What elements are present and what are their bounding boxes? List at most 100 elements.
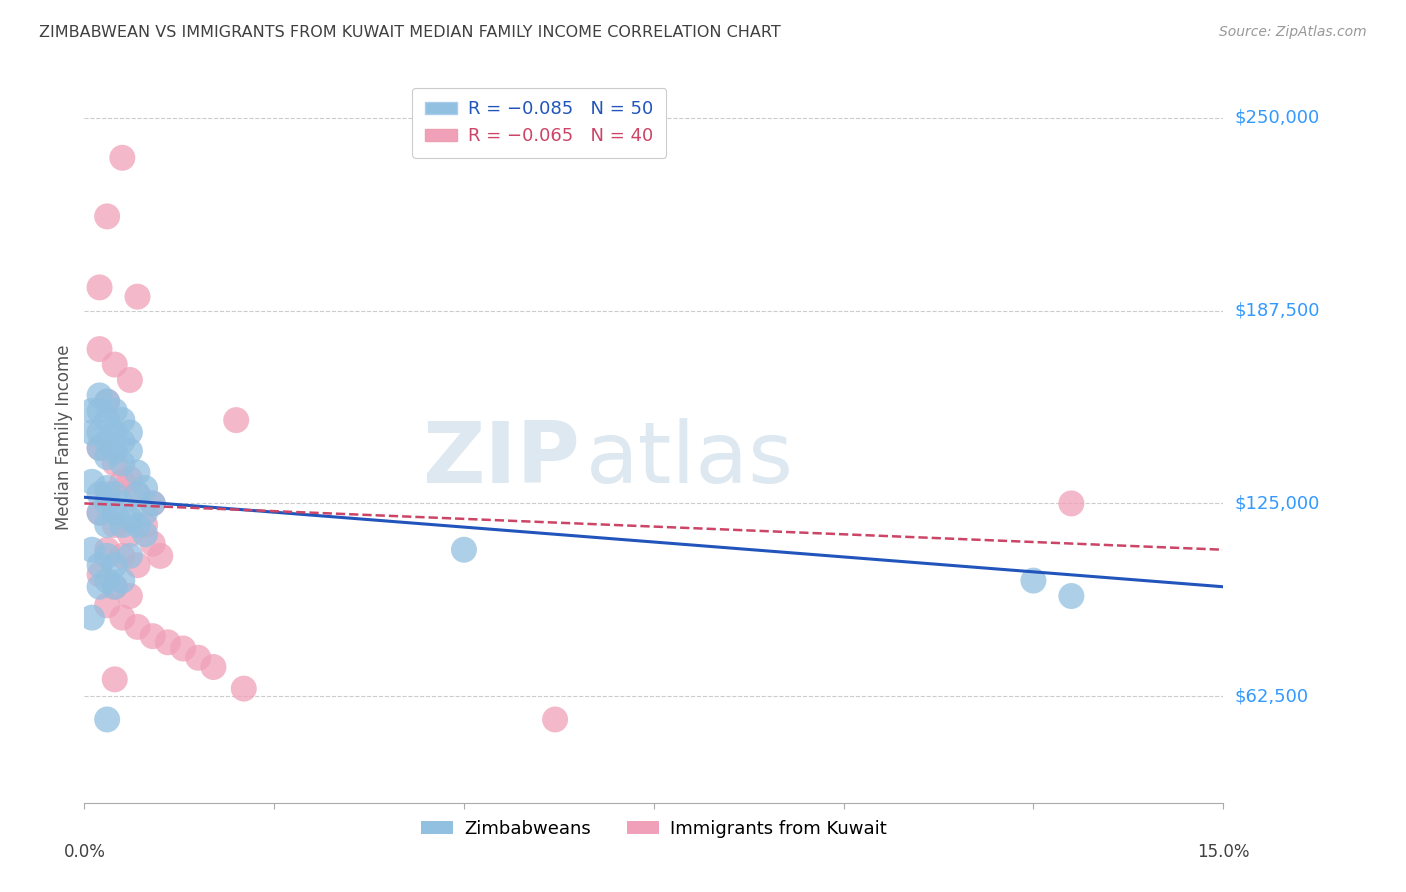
Point — [89, 280, 111, 294]
Point — [134, 506, 156, 520]
Point — [89, 487, 111, 501]
Point — [127, 290, 149, 304]
Point — [89, 580, 111, 594]
Point — [111, 549, 134, 563]
Point — [89, 558, 111, 573]
Point — [96, 450, 118, 464]
Point — [118, 373, 141, 387]
Text: ZIP: ZIP — [422, 417, 579, 500]
Point — [89, 388, 111, 402]
Point — [142, 629, 165, 643]
Point — [156, 635, 179, 649]
Point — [1060, 496, 1083, 510]
Point — [89, 342, 111, 356]
Y-axis label: Median Family Income: Median Family Income — [55, 344, 73, 530]
Point — [96, 434, 118, 449]
Point — [96, 713, 118, 727]
Point — [104, 487, 127, 501]
Point — [142, 496, 165, 510]
Point — [142, 536, 165, 550]
Legend: Zimbabweans, Immigrants from Kuwait: Zimbabweans, Immigrants from Kuwait — [413, 813, 894, 845]
Point — [111, 574, 134, 588]
Point — [89, 441, 111, 455]
Point — [104, 580, 127, 594]
Point — [80, 404, 103, 418]
Point — [111, 151, 134, 165]
Point — [544, 713, 567, 727]
Point — [104, 558, 127, 573]
Point — [111, 496, 134, 510]
Point — [96, 394, 118, 409]
Point — [142, 496, 165, 510]
Point — [80, 425, 103, 440]
Point — [111, 456, 134, 470]
Point — [104, 580, 127, 594]
Point — [80, 542, 103, 557]
Point — [202, 660, 225, 674]
Text: $125,000: $125,000 — [1234, 494, 1320, 512]
Point — [89, 404, 111, 418]
Point — [127, 466, 149, 480]
Point — [96, 549, 118, 563]
Point — [96, 394, 118, 409]
Point — [80, 610, 103, 624]
Point — [96, 496, 118, 510]
Point — [127, 487, 149, 501]
Point — [134, 481, 156, 495]
Point — [111, 434, 134, 449]
Point — [232, 681, 254, 696]
Point — [1060, 589, 1083, 603]
Point — [96, 487, 118, 501]
Text: ZIMBABWEAN VS IMMIGRANTS FROM KUWAIT MEDIAN FAMILY INCOME CORRELATION CHART: ZIMBABWEAN VS IMMIGRANTS FROM KUWAIT MED… — [39, 25, 782, 40]
Point — [96, 574, 118, 588]
Point — [104, 404, 127, 418]
Point — [104, 506, 127, 520]
Point — [118, 444, 141, 458]
Point — [127, 620, 149, 634]
Point — [453, 542, 475, 557]
Point — [104, 425, 127, 440]
Point — [118, 512, 141, 526]
Point — [111, 475, 134, 489]
Point — [187, 650, 209, 665]
Point — [104, 444, 127, 458]
Point — [96, 518, 118, 533]
Point — [111, 413, 134, 427]
Point — [89, 567, 111, 582]
Point — [96, 413, 118, 427]
Point — [104, 358, 127, 372]
Point — [104, 518, 127, 533]
Point — [89, 441, 111, 455]
Point — [118, 425, 141, 440]
Point — [111, 610, 134, 624]
Point — [89, 425, 111, 440]
Text: Source: ZipAtlas.com: Source: ZipAtlas.com — [1219, 25, 1367, 39]
Point — [134, 518, 156, 533]
Point — [134, 527, 156, 541]
Point — [118, 549, 141, 563]
Point — [89, 506, 111, 520]
Text: $62,500: $62,500 — [1234, 688, 1309, 706]
Point — [118, 527, 141, 541]
Point — [149, 549, 172, 563]
Point — [96, 210, 118, 224]
Point — [96, 481, 118, 495]
Point — [96, 542, 118, 557]
Point — [1022, 574, 1045, 588]
Point — [127, 518, 149, 533]
Point — [118, 472, 141, 486]
Text: atlas: atlas — [585, 417, 793, 500]
Point — [172, 641, 194, 656]
Text: 15.0%: 15.0% — [1197, 843, 1250, 861]
Point — [104, 456, 127, 470]
Point — [80, 475, 103, 489]
Text: $187,500: $187,500 — [1234, 301, 1320, 319]
Point — [96, 599, 118, 613]
Point — [127, 558, 149, 573]
Text: $250,000: $250,000 — [1234, 109, 1320, 127]
Point — [111, 518, 134, 533]
Text: 0.0%: 0.0% — [63, 843, 105, 861]
Point — [104, 673, 127, 687]
Point — [89, 506, 111, 520]
Point — [118, 589, 141, 603]
